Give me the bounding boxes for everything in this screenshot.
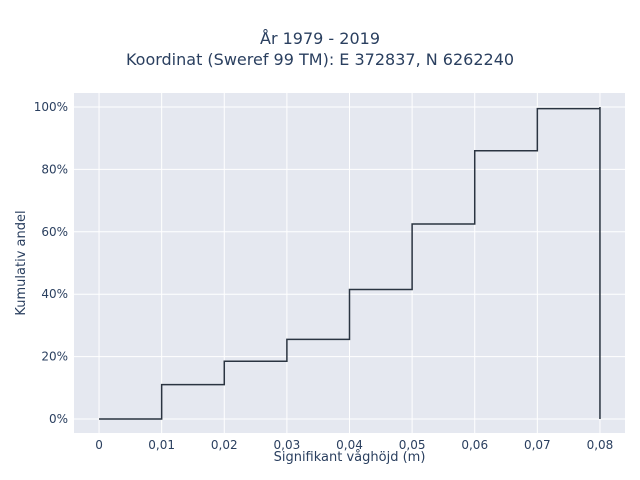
- chart-subtitle: Koordinat (Sweref 99 TM): E 372837, N 62…: [125, 50, 515, 69]
- cumulative-step-line: [99, 107, 601, 420]
- x-tick-label: 0,01: [148, 438, 175, 452]
- x-tick-label: 0,03: [274, 438, 301, 452]
- y-tick-label: 100%: [34, 100, 68, 114]
- x-tick-labels: 0 0,01 0,02 0,03 0,04 0,05 0,06 0,07 0,08: [95, 438, 613, 452]
- x-tick-label: 0,08: [587, 438, 614, 452]
- y-tick-label: 40%: [41, 287, 68, 301]
- y-tick-label: 60%: [41, 225, 68, 239]
- x-tick-label: 0,02: [211, 438, 238, 452]
- x-axis-label: Signifikant våghöjd (m): [274, 450, 426, 465]
- x-tick-label: 0,06: [461, 438, 488, 452]
- x-tick-label: 0,07: [524, 438, 551, 452]
- chart-title: År 1979 - 2019: [260, 29, 380, 48]
- y-tick-label: 0%: [49, 412, 68, 426]
- y-tick-labels: 0% 20% 40% 60% 80% 100%: [34, 100, 68, 426]
- y-tick-label: 20%: [41, 350, 68, 364]
- y-tick-label: 80%: [41, 162, 68, 176]
- x-tick-label: 0,05: [399, 438, 426, 452]
- x-tick-label: 0: [95, 438, 103, 452]
- x-tick-label: 0,04: [336, 438, 363, 452]
- y-gridlines: [74, 106, 625, 420]
- y-axis-label: Kumulativ andel: [14, 210, 29, 315]
